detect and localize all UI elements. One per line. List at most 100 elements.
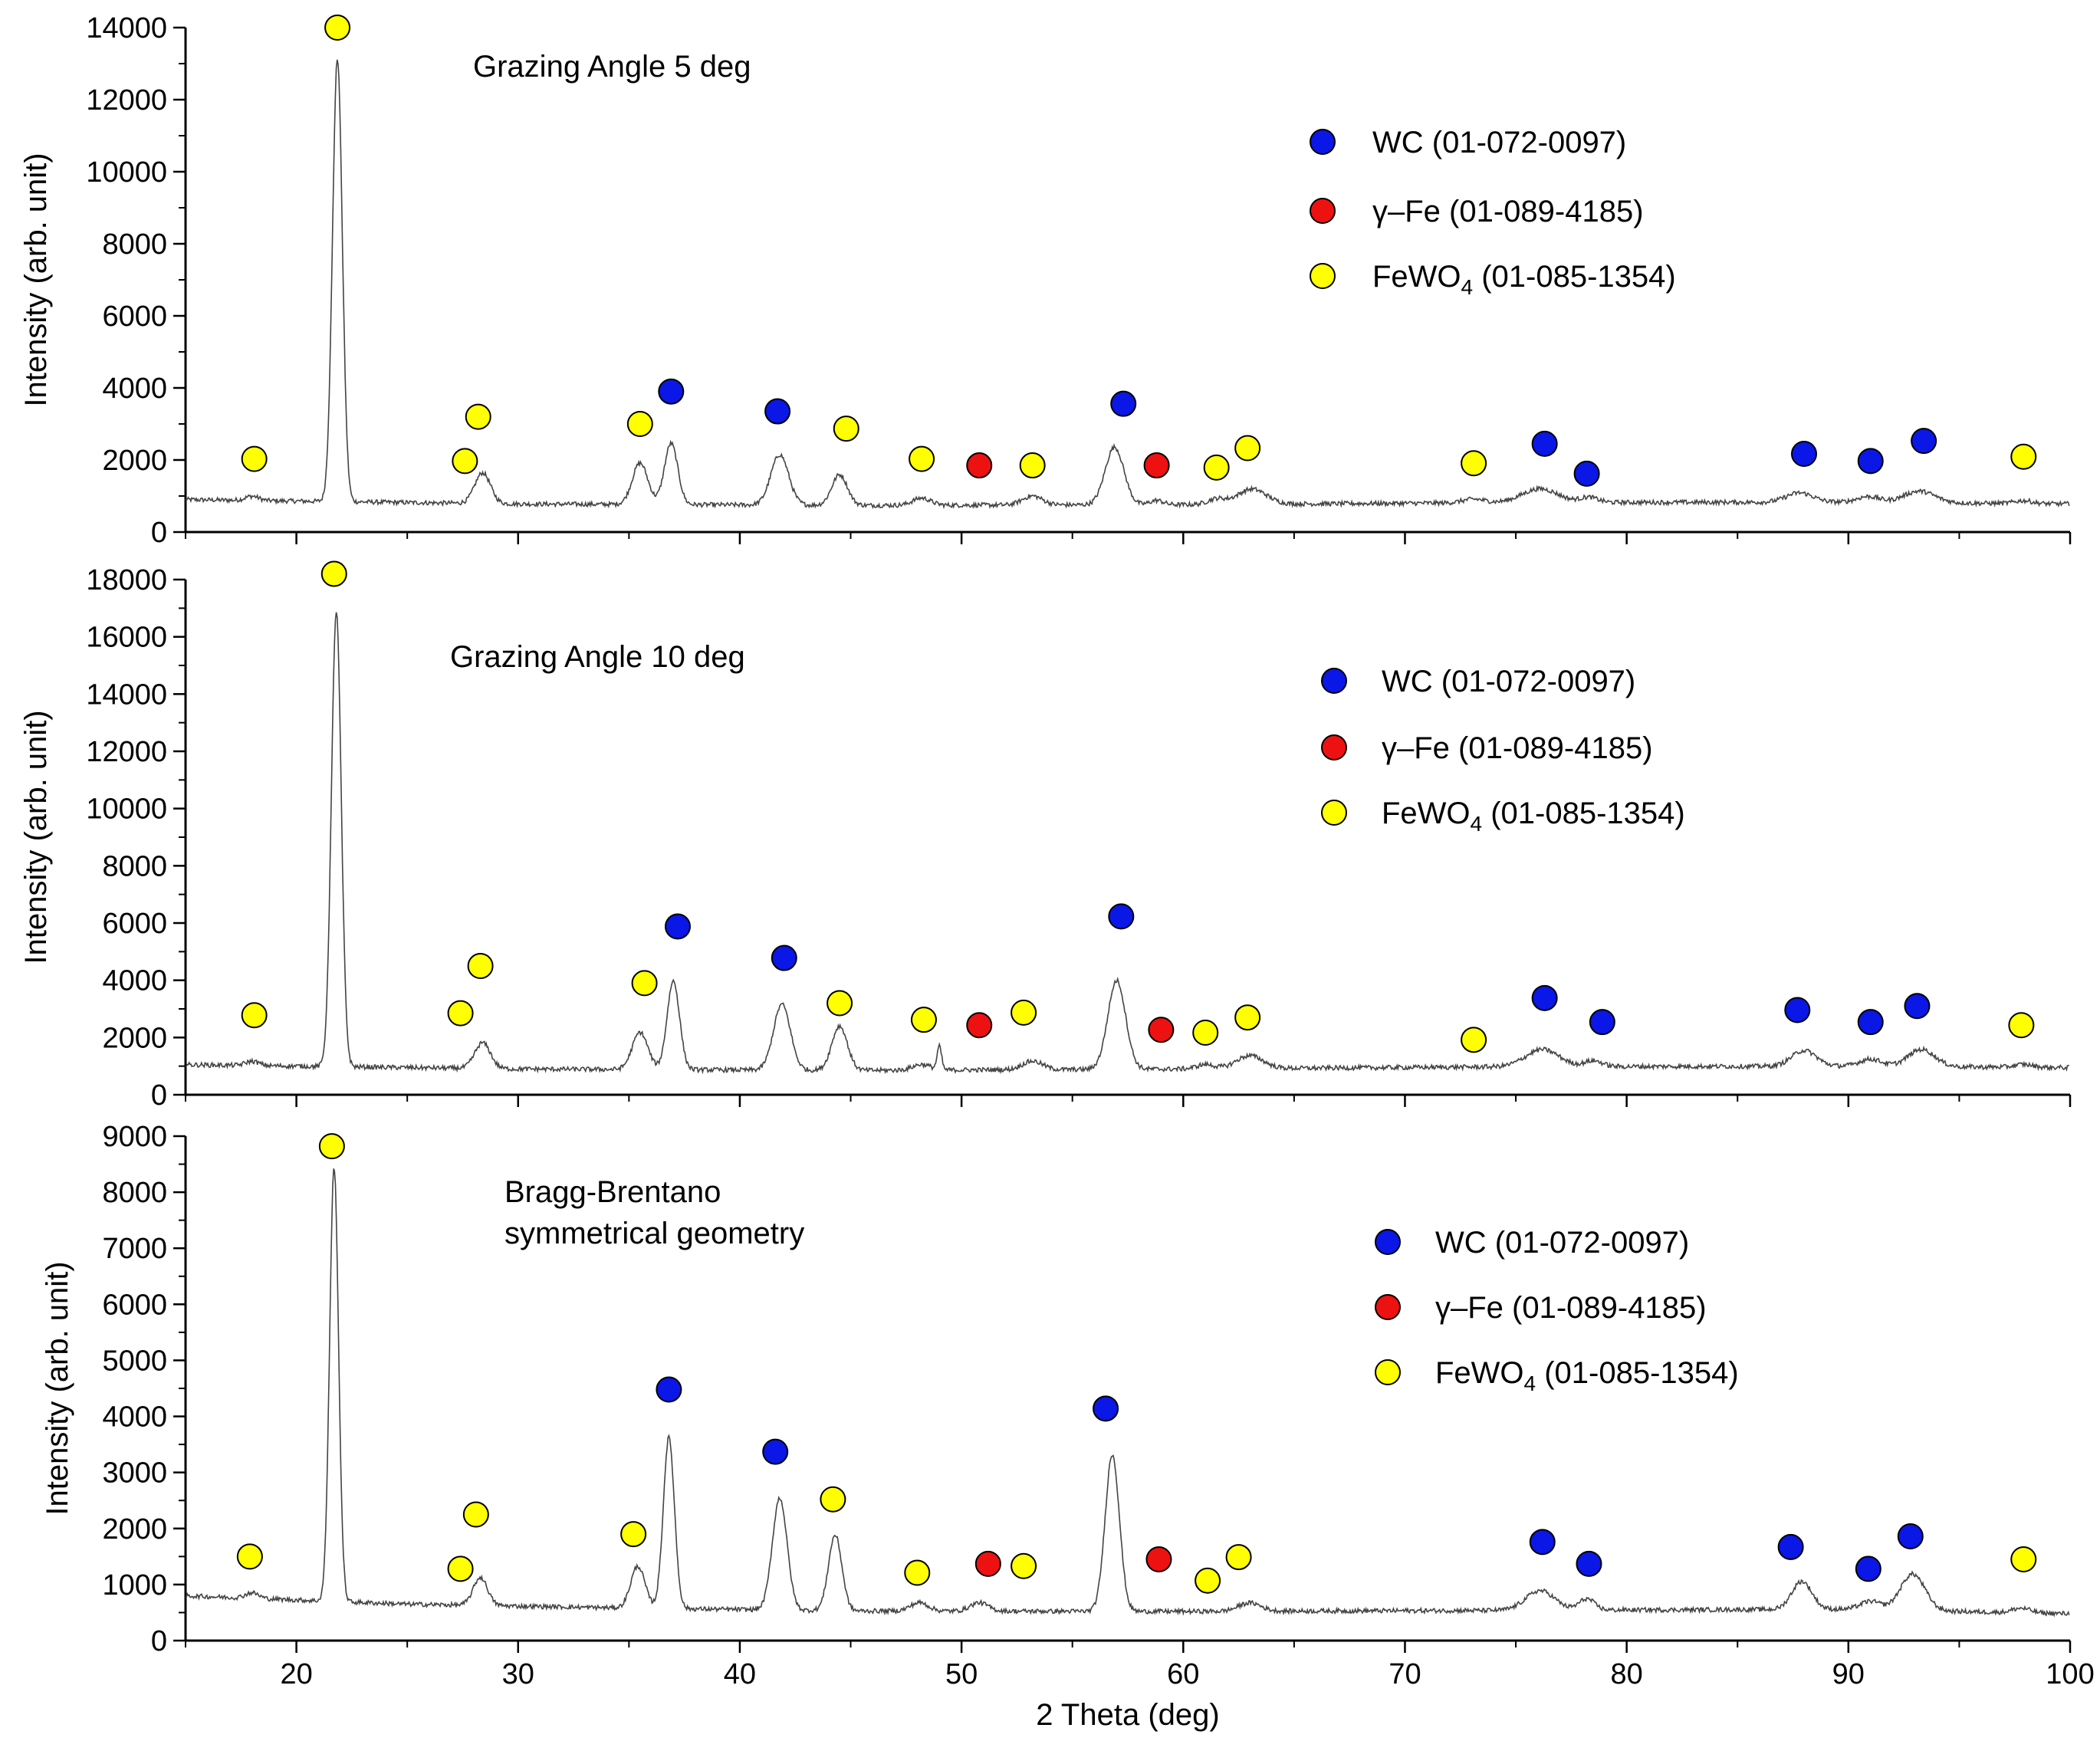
legend-marker-WC	[1310, 129, 1336, 155]
peak-marker-FeWO4	[1461, 450, 1487, 477]
y-tick-label: 2000	[102, 445, 167, 477]
panel-label: symmetrical geometry	[504, 1217, 804, 1250]
y-tick-label: 0	[151, 1625, 167, 1657]
y-tick-label: 6000	[102, 908, 167, 940]
peak-marker-WC	[1790, 441, 1817, 468]
legend-marker-WC	[1375, 1229, 1401, 1255]
peak-marker-FeWO4	[1225, 1544, 1252, 1571]
peak-marker-FeWO4	[1011, 999, 1037, 1026]
peak-marker-FeWO4	[467, 953, 494, 979]
peak-marker-FeWO4	[236, 1543, 263, 1570]
x-tick-label: 90	[1832, 1658, 1865, 1690]
peak-marker-FeWO4	[631, 970, 658, 997]
peak-marker-WC	[1777, 1533, 1804, 1560]
y-tick-label: 2000	[102, 1513, 167, 1546]
legend-marker-gamma-Fe	[1375, 1294, 1401, 1320]
peak-marker-FeWO4	[1203, 454, 1230, 481]
peak-marker-WC	[1531, 430, 1558, 457]
peak-marker-WC	[1904, 993, 1931, 1020]
y-axis-title: Intensity (arb. unit)	[19, 710, 53, 964]
y-tick-label: 16000	[86, 622, 167, 654]
peak-marker-gamma-Fe	[966, 1012, 993, 1039]
peak-marker-FeWO4	[2008, 1012, 2035, 1039]
y-tick-label: 14000	[86, 678, 167, 711]
peak-marker-WC	[1855, 1556, 1881, 1582]
peak-marker-FeWO4	[318, 1133, 345, 1160]
peak-marker-FeWO4	[1461, 1027, 1487, 1053]
panel-bottom: 0 1000 2000 3000 4000 5000 6000 7000 8000 9000 20 3…	[41, 1121, 2095, 1732]
legend-label-gamma-Fe: γ–Fe (01-089-4185)	[1372, 195, 1644, 228]
legend-label-FeWO4: FeWO4 (01-085-1354)	[1435, 1356, 1739, 1395]
peak-marker-FeWO4	[447, 1000, 474, 1027]
peak-marker-gamma-Fe	[966, 452, 993, 479]
y-tick-label: 7000	[102, 1233, 167, 1265]
peak-marker-FeWO4	[320, 560, 347, 587]
peak-marker-FeWO4	[447, 1556, 474, 1582]
legend-label-gamma-Fe: γ–Fe (01-089-4185)	[1382, 731, 1653, 765]
peak-marker-FeWO4	[909, 445, 935, 472]
legend-marker-FeWO4	[1375, 1359, 1401, 1385]
peak-marker-WC	[1573, 460, 1600, 487]
peak-marker-WC	[1108, 903, 1135, 930]
x-tick-label: 70	[1388, 1658, 1421, 1690]
y-tick-label: 3000	[102, 1457, 167, 1490]
x-tick-label: 20	[280, 1658, 312, 1690]
y-tick-label: 6000	[102, 1289, 167, 1321]
peak-marker-WC	[1110, 390, 1137, 417]
y-tick-label: 1000	[102, 1569, 167, 1602]
y-tick-label: 18000	[86, 564, 167, 596]
legend-marker-FeWO4	[1310, 263, 1336, 289]
y-tick-label: 2000	[102, 1022, 167, 1054]
peak-marker-FeWO4	[626, 411, 653, 437]
peak-marker-WC	[658, 378, 685, 405]
peak-marker-FeWO4	[1195, 1567, 1221, 1594]
peak-marker-FeWO4	[833, 416, 859, 442]
peak-marker-WC	[1784, 997, 1811, 1023]
legend-marker-gamma-Fe	[1310, 198, 1336, 224]
y-tick-label: 8000	[102, 850, 167, 882]
peak-marker-FeWO4	[324, 15, 351, 41]
xrd-pattern-line	[186, 1168, 2070, 1618]
panel-label: Grazing Angle 5 deg	[473, 50, 751, 84]
legend-label-FeWO4: FeWO4 (01-085-1354)	[1382, 797, 1685, 836]
x-tick-label: 60	[1167, 1658, 1199, 1690]
peak-marker-WC	[1911, 428, 1937, 455]
y-tick-label: 4000	[102, 373, 167, 405]
y-tick-label: 5000	[102, 1345, 167, 1377]
peak-marker-FeWO4	[1019, 452, 1046, 479]
xrd-pattern-line	[185, 612, 2069, 1075]
legend-marker-FeWO4	[1321, 800, 1347, 826]
peak-marker-WC	[764, 398, 791, 425]
peak-marker-FeWO4	[827, 990, 853, 1017]
y-axis-title: Intensity (arb. unit)	[19, 153, 53, 406]
peak-marker-WC	[1857, 1009, 1884, 1036]
peak-marker-FeWO4	[462, 1501, 489, 1528]
y-tick-label: 10000	[86, 156, 167, 189]
legend-label-WC: WC (01-072-0097)	[1435, 1226, 1689, 1260]
panel-middle: 0 2000 4000 6000 8000 10000 12000 14000 16000 180…	[19, 560, 2072, 1112]
peak-marker-FeWO4	[2010, 443, 2037, 470]
y-tick-label: 4000	[102, 1401, 167, 1434]
peak-marker-WC	[1897, 1523, 1924, 1550]
legend-label-WC: WC (01-072-0097)	[1382, 665, 1635, 698]
y-tick-label: 10000	[86, 793, 167, 826]
peak-marker-FeWO4	[820, 1486, 846, 1513]
y-tick-label: 8000	[102, 1177, 167, 1209]
y-tick-label: 8000	[102, 228, 167, 261]
peak-marker-FeWO4	[904, 1559, 931, 1586]
peak-marker-FeWO4	[1234, 435, 1261, 462]
peak-marker-FeWO4	[1192, 1019, 1219, 1046]
peak-marker-WC	[1093, 1395, 1119, 1422]
peak-marker-gamma-Fe	[974, 1550, 1001, 1577]
peak-marker-WC	[771, 944, 797, 971]
peak-marker-WC	[1589, 1009, 1615, 1036]
x-tick-label: 30	[502, 1658, 534, 1690]
x-tick-label: 80	[1611, 1658, 1643, 1690]
legend-marker-WC	[1321, 668, 1347, 694]
panel-label: Bragg-Brentano	[504, 1175, 721, 1209]
peak-marker-gamma-Fe	[1143, 452, 1170, 479]
y-tick-label: 0	[151, 517, 167, 549]
y-tick-label: 4000	[102, 965, 167, 997]
peak-marker-gamma-Fe	[1148, 1017, 1175, 1043]
